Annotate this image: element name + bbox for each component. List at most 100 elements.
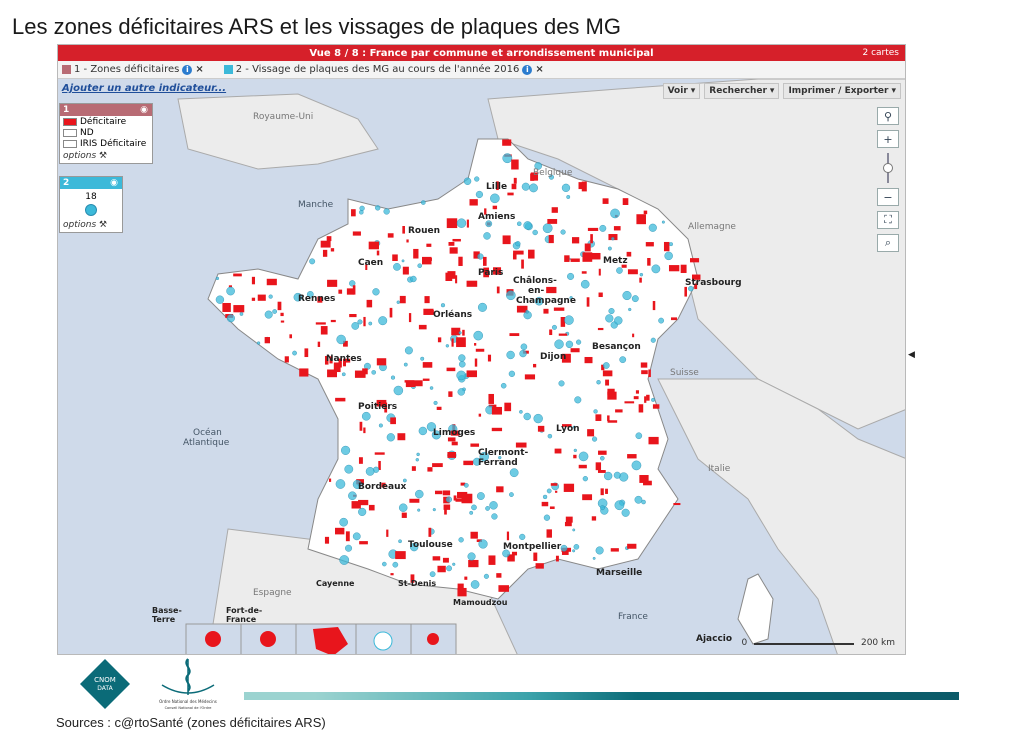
options-label: options	[63, 151, 97, 161]
legend-options[interactable]: options ⚒	[60, 149, 152, 163]
plaque-circle	[651, 264, 661, 274]
plaque-circle	[567, 272, 575, 280]
deficit-zone	[483, 267, 490, 278]
plaque-circle	[560, 229, 566, 235]
plaque-circle	[432, 508, 436, 512]
close-icon[interactable]: ×	[535, 64, 544, 75]
plaque-circle	[226, 314, 235, 323]
plaque-circle	[445, 344, 450, 348]
deficit-zone	[607, 420, 618, 423]
layer-2[interactable]: 2 - Vissage de plaques des MG au cours d…	[223, 64, 544, 75]
plaque-circle	[542, 494, 548, 500]
zoom-in-button[interactable]: +	[877, 130, 899, 148]
deficit-zone	[496, 286, 500, 294]
plaque-circle	[519, 410, 523, 414]
export-label: Imprimer / Exporter	[788, 86, 889, 96]
plaque-circle	[616, 267, 623, 274]
deficit-zone	[442, 557, 449, 563]
plaque-circle	[446, 565, 452, 572]
deficit-zone	[334, 527, 345, 535]
collapse-arrow-icon[interactable]: ◀	[908, 350, 915, 360]
city-label: Nantes	[326, 354, 362, 364]
deficit-zone	[492, 205, 498, 210]
zoom-slider[interactable]	[883, 153, 893, 183]
deficit-zone	[426, 243, 432, 247]
deficit-zone	[549, 329, 553, 336]
plaque-circle	[506, 290, 516, 301]
info-icon[interactable]: i	[522, 64, 533, 75]
search-icon[interactable]: ⌕	[877, 234, 899, 252]
deficit-zone	[516, 305, 528, 313]
plaque-circle	[403, 362, 408, 367]
deficit-zone	[549, 506, 555, 509]
deficit-zone	[410, 574, 415, 583]
deficit-zone	[605, 379, 610, 386]
deficit-zone	[368, 241, 379, 250]
plaque-circle	[410, 275, 417, 283]
zoom-out-button[interactable]: −	[877, 188, 899, 206]
add-indicator-link[interactable]: Ajouter un autre indicateur...	[62, 83, 227, 94]
plaque-circle	[398, 539, 402, 544]
close-icon[interactable]: ×	[195, 64, 204, 75]
deficit-zone	[627, 269, 638, 275]
magnifier-icon[interactable]: ⚲	[877, 107, 899, 125]
deficit-zone	[414, 380, 423, 387]
view-label[interactable]: Vue 8 / 8 : France par commune et arrond…	[309, 47, 654, 59]
plaque-circle	[554, 339, 564, 349]
plaque-circle	[534, 296, 544, 306]
plaque-circle	[264, 310, 273, 319]
plaque-circle	[335, 479, 346, 489]
eye-icon[interactable]: ◉	[110, 178, 118, 188]
rechercher-menu[interactable]: Rechercher ▾	[704, 83, 780, 99]
eye-icon[interactable]: ◉	[140, 105, 148, 115]
view-bar[interactable]: Vue 8 / 8 : France par commune et arrond…	[58, 45, 905, 61]
zoom-slider-knob[interactable]	[883, 163, 893, 173]
logo-text: Ordre National des Médecins	[159, 699, 217, 704]
deficit-zone	[636, 214, 646, 225]
plaque-circle	[339, 517, 348, 527]
info-icon[interactable]: i	[182, 64, 193, 75]
legend-options[interactable]: options ⚒	[60, 218, 122, 232]
deficit-zone	[320, 326, 328, 335]
plaque-circle	[458, 331, 462, 335]
plaque-circle	[575, 339, 582, 345]
deficit-zone	[462, 329, 465, 336]
wrench-icon: ⚒	[99, 151, 108, 161]
deficit-zone	[504, 402, 512, 412]
deficit-zone	[399, 295, 406, 304]
deficit-zone	[511, 159, 519, 170]
map-viewer: Vue 8 / 8 : France par commune et arrond…	[57, 44, 906, 655]
plaque-circle	[348, 491, 357, 501]
map-canvas[interactable]: Manche Océan Atlantique Royaume-Uni Belg…	[58, 79, 906, 655]
plaque-circle	[440, 303, 446, 308]
plaque-circle	[631, 460, 642, 471]
deficit-zone	[670, 317, 678, 321]
map-count[interactable]: 2 cartes	[862, 48, 899, 58]
deficit-zone	[551, 207, 558, 213]
deficit-zone	[322, 249, 328, 257]
deficit-zone	[324, 355, 329, 365]
deficit-zone	[474, 343, 477, 346]
fullscreen-icon[interactable]: ⛶	[877, 211, 899, 229]
legend-2-head[interactable]: 2 ◉	[60, 177, 122, 189]
layer-1[interactable]: 1 - Zones déficitaires i ×	[62, 64, 204, 75]
legend-label: IRIS Déficitaire	[80, 138, 147, 149]
deficit-zone	[496, 181, 499, 191]
deficit-zone	[613, 226, 621, 231]
deficit-zone	[455, 275, 458, 284]
export-menu[interactable]: Imprimer / Exporter ▾	[783, 83, 901, 99]
plaque-circle	[564, 315, 574, 325]
deficit-zone	[351, 501, 361, 509]
plaque-circle	[359, 210, 364, 215]
deficit-zone	[457, 587, 467, 597]
plaque-circle	[361, 411, 371, 421]
deficit-zone	[668, 265, 680, 272]
city-label: Marseille	[596, 568, 642, 578]
plaque-circle	[533, 413, 543, 424]
legend-1-head[interactable]: 1 ◉	[60, 104, 152, 116]
plaque-circle	[485, 506, 490, 511]
plaque-circle	[614, 500, 625, 511]
voir-menu[interactable]: Voir ▾	[662, 83, 701, 99]
deficit-zone	[511, 183, 517, 190]
deficit-zone	[561, 353, 571, 363]
